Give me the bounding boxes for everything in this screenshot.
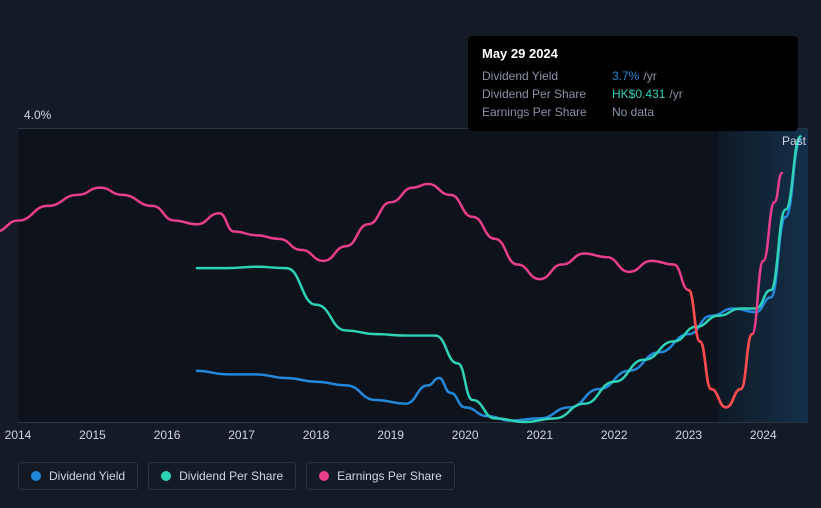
x-axis: 2014201520162017201820192020202120222023…	[18, 428, 808, 448]
tooltip-label: Dividend Per Share	[482, 85, 612, 103]
x-axis-tick: 2017	[228, 428, 255, 442]
x-axis-tick: 2024	[750, 428, 777, 442]
chart-plot[interactable]	[18, 128, 808, 423]
legend-item[interactable]: Dividend Per Share	[148, 462, 296, 490]
tooltip-date: May 29 2024	[482, 46, 784, 61]
tooltip-unit: /yr	[643, 67, 656, 85]
y-axis-label: 4.0%	[24, 108, 51, 122]
x-axis-tick: 2020	[452, 428, 479, 442]
chart-lines	[18, 129, 808, 422]
series-line	[197, 140, 801, 421]
chart-container: 4.0%0% Past 2014201520162017201820192020…	[18, 108, 808, 443]
tooltip-row: Dividend Per ShareHK$0.431/yr	[482, 85, 784, 103]
x-axis-tick: 2015	[79, 428, 106, 442]
x-axis-tick: 2023	[675, 428, 702, 442]
tooltip-value: HK$0.431	[612, 85, 665, 103]
tooltip-value: No data	[612, 103, 654, 121]
past-label: Past	[782, 134, 806, 148]
tooltip-label: Earnings Per Share	[482, 103, 612, 121]
legend-item[interactable]: Earnings Per Share	[306, 462, 455, 490]
chart-tooltip: May 29 2024 Dividend Yield3.7%/yrDividen…	[468, 36, 798, 131]
tooltip-value: 3.7%	[612, 67, 639, 85]
legend-label: Earnings Per Share	[337, 469, 442, 483]
tooltip-unit: /yr	[669, 85, 682, 103]
tooltip-row: Earnings Per ShareNo data	[482, 103, 784, 121]
legend-dot-icon	[161, 471, 171, 481]
legend: Dividend Yield Dividend Per Share Earnings…	[18, 462, 455, 490]
x-axis-tick: 2021	[526, 428, 553, 442]
legend-dot-icon	[31, 471, 41, 481]
legend-dot-icon	[319, 471, 329, 481]
legend-item[interactable]: Dividend Yield	[18, 462, 138, 490]
legend-label: Dividend Per Share	[179, 469, 283, 483]
tooltip-row: Dividend Yield3.7% /yr	[482, 67, 784, 85]
x-axis-tick: 2016	[154, 428, 181, 442]
series-line	[0, 173, 782, 407]
legend-label: Dividend Yield	[49, 469, 125, 483]
x-axis-tick: 2019	[377, 428, 404, 442]
x-axis-tick: 2022	[601, 428, 628, 442]
x-axis-tick: 2014	[5, 428, 32, 442]
tooltip-label: Dividend Yield	[482, 67, 612, 85]
x-axis-tick: 2018	[303, 428, 330, 442]
